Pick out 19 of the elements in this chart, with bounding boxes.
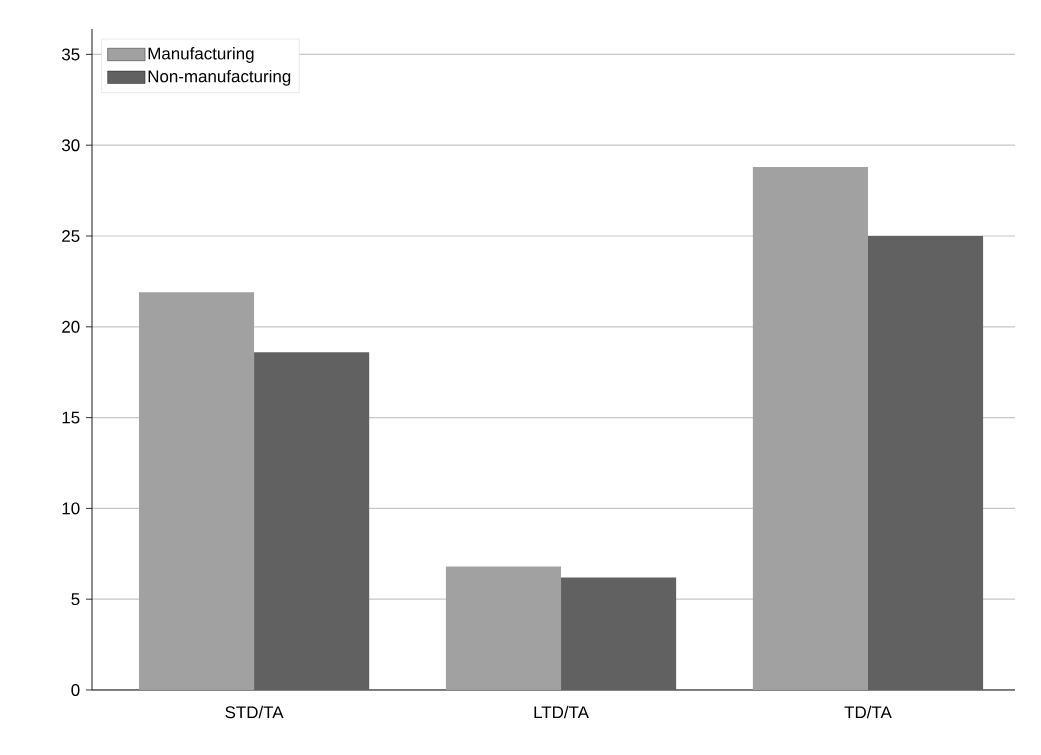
x-tick-label: LTD/TA (534, 705, 589, 719)
x-tick-label: TD/TA (844, 705, 892, 719)
y-tick-label: 25 (62, 230, 80, 242)
bar (867, 236, 984, 690)
bar (138, 292, 255, 690)
bar (561, 577, 677, 690)
y-tick-label: 30 (61, 139, 80, 152)
bar (752, 166, 868, 690)
y-tick-label: 35 (61, 48, 80, 61)
y-tick-label: 0 (71, 683, 80, 696)
legend-label: Non-manufacturing (148, 69, 291, 86)
y-tick-label: 20 (62, 320, 80, 333)
y-tick-label: 10 (62, 502, 80, 515)
x-tick-label: STD/TA (225, 705, 284, 719)
bar (445, 566, 562, 690)
bar (254, 352, 370, 690)
y-tick-label: 5 (71, 593, 80, 606)
legend-label: Manufacturing (148, 47, 254, 63)
y-tick-label: 15 (62, 411, 80, 424)
